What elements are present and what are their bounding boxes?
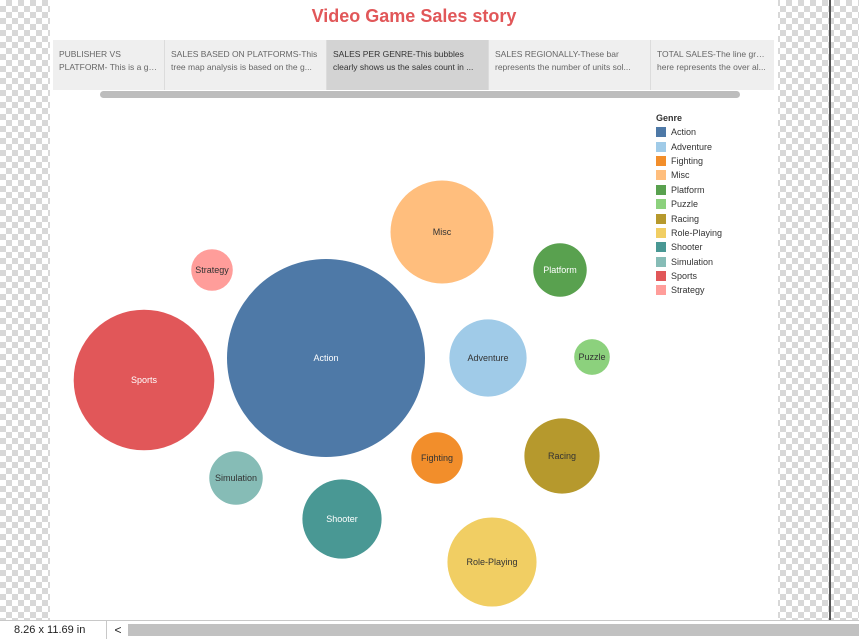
- story-page: Video Game Sales story PUBLISHER VS PLAT…: [50, 0, 778, 620]
- legend-item-strategy[interactable]: Strategy: [656, 283, 722, 297]
- status-bar: 8.26 x 11.69 in <: [0, 620, 859, 639]
- legend-label: Puzzle: [671, 199, 699, 210]
- bubble-circle[interactable]: [302, 479, 382, 559]
- bubble-circle[interactable]: [574, 339, 610, 375]
- bubble-label: Action: [313, 353, 338, 363]
- bubble-fighting[interactable]: Fighting: [411, 432, 463, 484]
- bubble-circle[interactable]: [227, 259, 425, 457]
- bubble-circle[interactable]: [209, 451, 263, 505]
- horizontal-scrollbar[interactable]: [128, 624, 859, 636]
- genre-legend: Genre Action Adventure Fighting Misc Platfor…: [656, 113, 722, 298]
- story-tabs: PUBLISHER VS PLATFORM- This is a gia... …: [53, 40, 774, 90]
- bubble-label: Sports: [131, 375, 158, 385]
- tab-sales-regionally[interactable]: SALES REGIONALLY-These bar represents th…: [489, 40, 651, 90]
- legend-label: Simulation: [671, 256, 714, 267]
- legend-swatch: [656, 184, 666, 195]
- bubble-sports[interactable]: Sports: [73, 309, 215, 451]
- legend-item-action[interactable]: Action: [656, 125, 722, 139]
- legend-item-role-playing[interactable]: Role-Playing: [656, 226, 722, 240]
- legend-label: Sports: [671, 271, 698, 282]
- legend-swatch: [656, 170, 666, 181]
- legend-item-adventure[interactable]: Adventure: [656, 139, 722, 153]
- bubble-puzzle[interactable]: Puzzle: [574, 339, 610, 375]
- legend-item-racing[interactable]: Racing: [656, 211, 722, 225]
- legend-item-shooter[interactable]: Shooter: [656, 240, 722, 254]
- legend-label: Strategy: [671, 285, 705, 296]
- legend-label: Role-Playing: [671, 227, 723, 238]
- bubble-label: Role-Playing: [466, 557, 517, 567]
- legend-item-puzzle[interactable]: Puzzle: [656, 197, 722, 211]
- bubble-label: Fighting: [421, 453, 453, 463]
- legend-swatch: [656, 242, 666, 253]
- legend-label: Adventure: [671, 141, 713, 152]
- bubble-circle[interactable]: [533, 243, 587, 297]
- bubble-circle[interactable]: [73, 309, 215, 451]
- tabs-scrollbar[interactable]: [100, 91, 740, 98]
- legend-swatch: [656, 213, 666, 224]
- bubble-circle[interactable]: [524, 418, 600, 494]
- legend-swatch: [656, 271, 666, 282]
- legend-label: Racing: [671, 213, 700, 224]
- bubble-chart: Action Sports Misc Adventure Shooter Racing Ro…: [73, 180, 610, 607]
- bubble-misc[interactable]: Misc: [390, 180, 494, 284]
- legend-swatch: [656, 141, 666, 152]
- legend-swatch: [656, 127, 666, 138]
- bubble-label: Strategy: [195, 265, 229, 275]
- legend-swatch: [656, 285, 666, 296]
- page-edge-divider: [829, 0, 831, 620]
- legend-label: Action: [671, 127, 697, 138]
- bubble-adventure[interactable]: Adventure: [449, 319, 527, 397]
- bubble-action[interactable]: Action: [227, 259, 425, 457]
- bubble-label: Adventure: [467, 353, 508, 363]
- bubble-simulation[interactable]: Simulation: [209, 451, 263, 505]
- bubble-label: Puzzle: [578, 352, 605, 362]
- tab-publisher-vs-platform[interactable]: PUBLISHER VS PLATFORM- This is a gia...: [53, 40, 165, 90]
- tab-sales-platforms[interactable]: SALES BASED ON PLATFORMS-This tree map a…: [165, 40, 327, 90]
- bubble-circle[interactable]: [191, 249, 233, 291]
- bubble-platform[interactable]: Platform: [533, 243, 587, 297]
- legend-swatch: [656, 256, 666, 267]
- scroll-left-button[interactable]: <: [114, 623, 122, 637]
- legend-label: Fighting: [671, 155, 704, 166]
- legend-item-platform[interactable]: Platform: [656, 183, 722, 197]
- page-size-label: 8.26 x 11.69 in: [0, 621, 107, 639]
- bubble-circle[interactable]: [449, 319, 527, 397]
- legend-item-misc[interactable]: Misc: [656, 168, 722, 182]
- tab-sales-per-genre[interactable]: SALES PER GENRE-This bubbles clearly sho…: [327, 40, 489, 90]
- story-title: Video Game Sales story: [311, 6, 517, 26]
- legend-swatch: [656, 155, 666, 166]
- bubble-label: Misc: [433, 227, 452, 237]
- bubble-strategy[interactable]: Strategy: [191, 249, 233, 291]
- legend-swatch: [656, 199, 666, 210]
- bubble-circle[interactable]: [447, 517, 537, 607]
- legend-item-fighting[interactable]: Fighting: [656, 154, 722, 168]
- bubble-role-playing[interactable]: Role-Playing: [447, 517, 537, 607]
- bubble-label: Platform: [543, 265, 577, 275]
- legend-title: Genre: [656, 113, 683, 123]
- legend-label: Misc: [671, 170, 690, 181]
- legend-item-simulation[interactable]: Simulation: [656, 255, 722, 269]
- legend-swatch: [656, 227, 666, 238]
- legend-label: Shooter: [671, 242, 703, 253]
- bubble-shooter[interactable]: Shooter: [302, 479, 382, 559]
- bubble-racing[interactable]: Racing: [524, 418, 600, 494]
- bubble-label: Racing: [548, 451, 576, 461]
- bubble-label: Simulation: [215, 473, 257, 483]
- bubble-label: Shooter: [326, 514, 358, 524]
- bubble-circle[interactable]: [411, 432, 463, 484]
- legend-label: Platform: [671, 184, 705, 195]
- bubble-circle[interactable]: [390, 180, 494, 284]
- legend-item-sports[interactable]: Sports: [656, 269, 722, 283]
